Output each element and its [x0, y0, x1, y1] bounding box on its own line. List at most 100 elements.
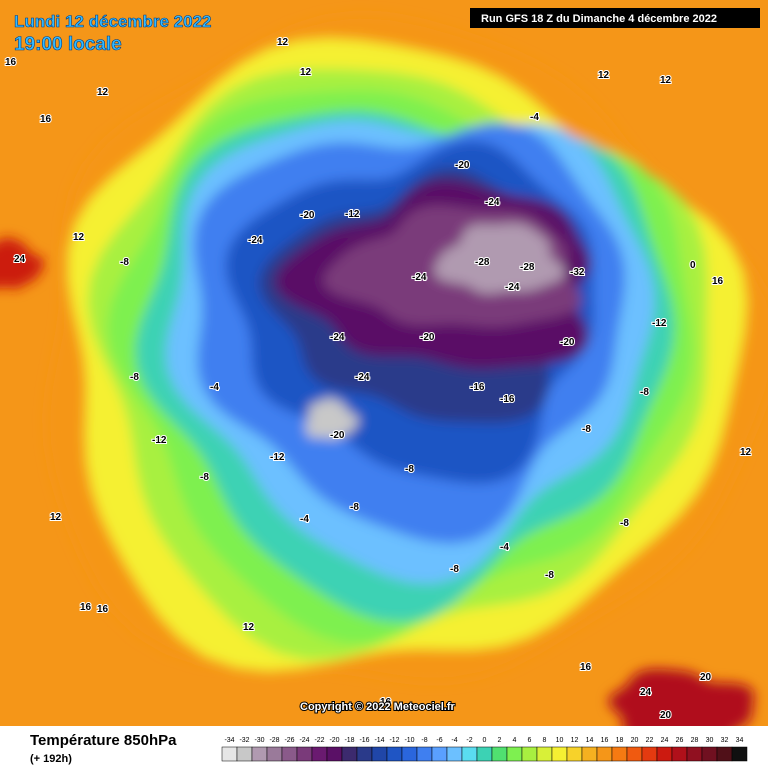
map-label: -24 — [412, 272, 427, 283]
map-label: -24 — [355, 372, 370, 383]
run-box — [470, 8, 760, 28]
colorbar-tick-label: 10 — [556, 737, 564, 744]
date-label: Lundi 12 décembre 2022 — [14, 12, 211, 31]
colorbar-tick-label: 8 — [543, 737, 547, 744]
colorbar-tick-label: 28 — [691, 737, 699, 744]
map-label: 24 — [640, 687, 652, 698]
map-label: 20 — [660, 710, 672, 721]
colorbar-swatch — [731, 746, 748, 762]
colorbar-tick-label: 12 — [571, 737, 579, 744]
map-label: 12 — [50, 512, 62, 523]
map-label: -8 — [640, 387, 649, 398]
colorbar-swatch — [341, 746, 358, 762]
colorbar-tick-label: 16 — [601, 737, 609, 744]
map-label: 12 — [277, 37, 289, 48]
temperature-field — [0, 14, 768, 756]
colorbar-tick-label: 30 — [706, 737, 714, 744]
map-label: 16 — [712, 276, 724, 287]
colorbar-swatch — [251, 746, 268, 762]
map-label: 20 — [700, 672, 712, 683]
map-label: -4 — [210, 382, 219, 393]
map-label: -24 — [485, 197, 500, 208]
colorbar-tick-label: -8 — [421, 737, 427, 744]
colorbar-tick-label: -4 — [451, 737, 457, 744]
colorbar-swatch — [521, 746, 538, 762]
colorbar-swatch — [371, 746, 388, 762]
map-label: -28 — [520, 262, 535, 273]
map-label: -12 — [345, 209, 360, 220]
colorbar-tick-label: -34 — [224, 737, 234, 744]
colorbar-swatch — [461, 746, 478, 762]
colorbar-tick-label: -28 — [269, 737, 279, 744]
map-label: -24 — [330, 332, 345, 343]
colorbar-swatch — [401, 746, 418, 762]
colorbar-tick-label: -12 — [389, 737, 399, 744]
copyright: Copyright © 2022 Meteociel.fr — [300, 701, 456, 713]
colorbar-swatch — [611, 746, 628, 762]
map-label: 16 — [5, 57, 17, 68]
colorbar-swatch — [506, 746, 523, 762]
colorbar-tick-label: -10 — [404, 737, 414, 744]
map-label: -20 — [300, 210, 315, 221]
map-label: -16 — [470, 382, 485, 393]
map-label: 0 — [690, 260, 696, 271]
map-label: 16 — [40, 114, 52, 125]
map-label: 12 — [598, 70, 610, 81]
legend-title: Température 850hPa — [30, 732, 177, 749]
map-label: -20 — [560, 337, 575, 348]
colorbar-swatch — [296, 746, 313, 762]
colorbar-tick-label: -26 — [284, 737, 294, 744]
map-label: -4 — [530, 112, 539, 123]
map-label: 12 — [97, 87, 109, 98]
colorbar-swatch — [536, 746, 553, 762]
colorbar-swatch — [476, 746, 493, 762]
temperature-band — [434, 223, 566, 294]
map-label: -12 — [270, 452, 285, 463]
colorbar-tick-label: 18 — [616, 737, 624, 744]
map-label: 16 — [380, 697, 392, 708]
colorbar-swatch — [491, 746, 508, 762]
colorbar-tick-label: 24 — [661, 737, 669, 744]
colorbar-tick-label: 4 — [513, 737, 517, 744]
colorbar-tick-label: 32 — [721, 737, 729, 744]
temperature-band — [305, 398, 359, 440]
colorbar-swatch — [266, 746, 283, 762]
map-label: -32 — [570, 267, 585, 278]
map-label: -20 — [420, 332, 435, 343]
colorbar-tick-label: -18 — [344, 737, 354, 744]
map-label: -12 — [652, 318, 667, 329]
temperature-band — [0, 237, 45, 290]
map-label: -8 — [405, 464, 414, 475]
map-label: -8 — [200, 472, 209, 483]
colorbar-swatch — [236, 746, 253, 762]
map-label: -4 — [500, 542, 509, 553]
colorbar-swatch — [581, 746, 598, 762]
colorbar-tick-label: 6 — [528, 737, 532, 744]
colorbar-tick-label: -24 — [299, 737, 309, 744]
colorbar-tick-label: 0 — [483, 737, 487, 744]
colorbar-swatch — [656, 746, 673, 762]
map-label: -16 — [500, 394, 515, 405]
colorbar-tick-label: -6 — [436, 737, 442, 744]
map-label: 12 — [73, 232, 85, 243]
colorbar-tick-label: -14 — [374, 737, 384, 744]
colorbar-swatch — [356, 746, 373, 762]
colorbar-tick-label: 34 — [736, 737, 744, 744]
map-label: -24 — [505, 282, 520, 293]
colorbar-swatch — [671, 746, 688, 762]
colorbar-tick-label: 20 — [631, 737, 639, 744]
colorbar-tick-label: 14 — [586, 737, 594, 744]
colorbar-swatch — [626, 746, 643, 762]
colorbar-swatch — [446, 746, 463, 762]
colorbar-tick-label: -30 — [254, 737, 264, 744]
colorbar-swatch — [281, 746, 298, 762]
colorbar-swatch — [326, 746, 343, 762]
map-label: -8 — [545, 570, 554, 581]
map-label: 12 — [243, 622, 255, 633]
map-label: -24 — [248, 235, 263, 246]
legend-lead: (+ 192h) — [30, 753, 72, 765]
map-label: 16 — [97, 604, 109, 615]
